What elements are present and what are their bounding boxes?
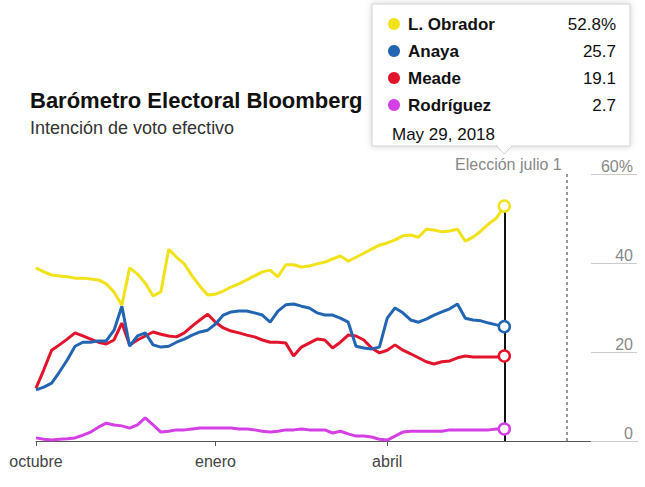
svg-text:2.7: 2.7	[592, 96, 616, 115]
svg-text:19.1: 19.1	[583, 69, 616, 88]
svg-text:20: 20	[615, 336, 633, 353]
svg-text:60%: 60%	[601, 158, 633, 175]
svg-text:Barómetro Electoral Bloomberg: Barómetro Electoral Bloomberg	[30, 88, 363, 113]
svg-text:52.8%: 52.8%	[568, 15, 616, 34]
svg-text:25.7: 25.7	[583, 42, 616, 61]
svg-text:Meade: Meade	[408, 69, 461, 88]
svg-text:May 29, 2018: May 29, 2018	[392, 125, 495, 144]
svg-text:L. Obrador: L. Obrador	[408, 15, 495, 34]
svg-text:enero: enero	[195, 453, 236, 470]
svg-text:abril: abril	[372, 453, 402, 470]
svg-text:octubre: octubre	[9, 453, 62, 470]
svg-text:40: 40	[615, 247, 633, 264]
svg-text:Rodríguez: Rodríguez	[408, 96, 491, 115]
svg-text:Elección julio 1: Elección julio 1	[455, 156, 562, 173]
svg-text:Intención de voto efectivo: Intención de voto efectivo	[30, 118, 234, 138]
svg-text:Anaya: Anaya	[408, 42, 460, 61]
svg-text:0: 0	[624, 425, 633, 442]
